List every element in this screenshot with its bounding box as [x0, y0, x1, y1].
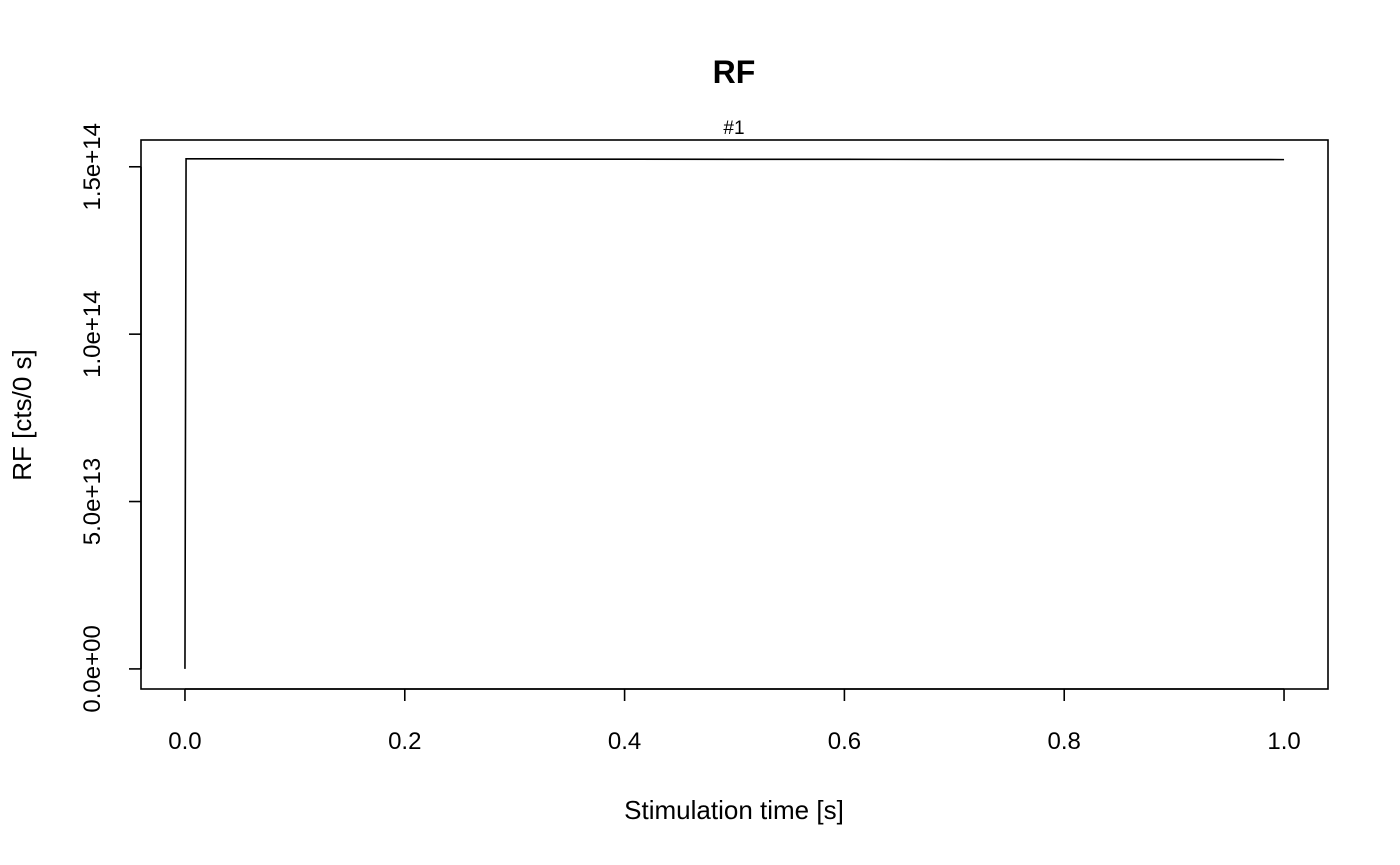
- x-tick-label: 0.8: [1048, 728, 1081, 755]
- chart-title: RF: [713, 54, 756, 90]
- chart-subtitle: #1: [723, 118, 744, 139]
- x-tick-label: 0.4: [608, 728, 641, 755]
- y-tick-label: 1.5e+14: [79, 123, 106, 210]
- x-tick-label: 0.6: [828, 728, 861, 755]
- x-tick-label: 1.0: [1267, 728, 1300, 755]
- y-axis-title: RF [cts/0 s]: [7, 349, 37, 480]
- series-layer: [184, 157, 1285, 669]
- y-axis: 0.0e+00 5.0e+13 1.0e+14 1.5e+14: [79, 123, 142, 713]
- y-tick-label: 1.0e+14: [79, 290, 106, 377]
- x-axis-title: Stimulation time [s]: [624, 795, 844, 825]
- x-axis: 0.0 0.2 0.4 0.6 0.8 1.0: [168, 688, 1301, 755]
- x-tick-label: 0.0: [168, 728, 201, 755]
- plot-frame: [140, 139, 1329, 690]
- y-tick-label: 0.0e+00: [79, 625, 106, 712]
- series-line: [184, 157, 1285, 669]
- y-tick-label: 5.0e+13: [79, 458, 106, 545]
- x-tick-label: 0.2: [388, 728, 421, 755]
